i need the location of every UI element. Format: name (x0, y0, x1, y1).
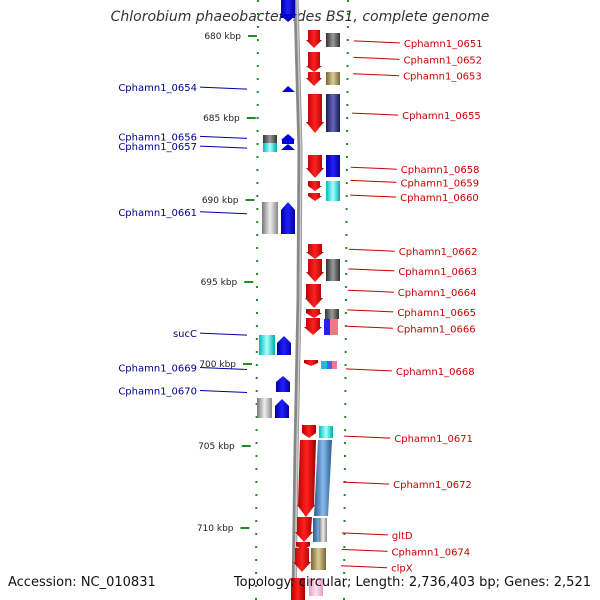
svg-text:Cphamn1_0659: Cphamn1_0659 (400, 178, 479, 189)
forward-features (309, 33, 340, 596)
gene-label-left[interactable]: Cphamn1_0657 (118, 142, 248, 153)
gene-arrow (306, 94, 324, 133)
svg-text:clpX: clpX (391, 564, 413, 575)
svg-text:Cphamn1_0652: Cphamn1_0652 (403, 55, 482, 66)
svg-text:Cphamn1_0671: Cphamn1_0671 (394, 434, 473, 445)
svg-text:Cphamn1_0665: Cphamn1_0665 (397, 308, 476, 319)
gene-label-right[interactable]: Cphamn1_0653 (353, 72, 482, 83)
scale-tick-label: 695 kbp (201, 278, 238, 288)
gene-arrow (308, 193, 322, 201)
gene-label-right[interactable]: Cphamn1_0672 (343, 480, 472, 491)
svg-text:Cphamn1_0656: Cphamn1_0656 (118, 132, 197, 143)
scale-tick: 680 kbp (204, 32, 257, 42)
gene-label-right[interactable]: Cphamn1_0665 (347, 308, 476, 319)
svg-text:Cphamn1_0666: Cphamn1_0666 (397, 324, 476, 335)
svg-text:Cphamn1_0668: Cphamn1_0668 (396, 367, 475, 378)
scale-tick: 710 kbp (197, 524, 250, 534)
scale-tick-label: 700 kbp (199, 360, 236, 370)
scale-tick-label: 705 kbp (198, 442, 235, 452)
gene-label-right[interactable]: Cphamn1_0666 (346, 324, 476, 335)
genome-title: Chlorobium phaeobacteroides BS1, complet… (110, 9, 490, 25)
gene-arrow (305, 284, 323, 308)
svg-text:Cphamn1_0657: Cphamn1_0657 (118, 142, 197, 153)
svg-text:Cphamn1_0663: Cphamn1_0663 (398, 267, 477, 278)
gene-arrow (306, 244, 324, 259)
svg-text:Cphamn1_0674: Cphamn1_0674 (391, 547, 470, 558)
gene-label-right[interactable]: Cphamn1_0658 (350, 165, 480, 176)
gene-arrow (304, 360, 318, 366)
gene-label-left[interactable]: Cphamn1_0656 (118, 132, 248, 143)
svg-text:Cphamn1_0653: Cphamn1_0653 (403, 72, 482, 83)
gene-label-right[interactable]: Cphamn1_0662 (348, 247, 478, 258)
scale-tick: 685 kbp (203, 114, 256, 124)
gene-arrow (295, 517, 313, 542)
gene-label-left[interactable]: Cphamn1_0670 (118, 387, 248, 398)
gene-arrow (304, 318, 322, 335)
scale-tick: 690 kbp (202, 196, 255, 206)
svg-text:Cphamn1_0651: Cphamn1_0651 (404, 39, 483, 50)
gene-label-left[interactable]: Cphamn1_0654 (118, 83, 248, 94)
gene-arrow (308, 181, 322, 191)
scale-tick-label: 680 kbp (204, 32, 241, 42)
svg-text:Cphamn1_0670: Cphamn1_0670 (118, 387, 197, 398)
svg-text:Cphamn1_0672: Cphamn1_0672 (393, 480, 472, 491)
scale-tick-label: 690 kbp (202, 196, 239, 206)
gene-label-right[interactable]: Cphamn1_0668 (345, 367, 475, 378)
gene-label-right[interactable]: Cphamn1_0671 (344, 434, 473, 445)
gene-arrow (291, 578, 305, 600)
scale-tick: 705 kbp (198, 442, 251, 452)
gene-label-right[interactable]: Cphamn1_0651 (353, 39, 483, 50)
genome-backbone (291, 0, 303, 600)
svg-text:Cphamn1_0661: Cphamn1_0661 (118, 208, 197, 219)
scale-tick-label: 685 kbp (203, 114, 240, 124)
gene-label-right[interactable]: Cphamn1_0659 (350, 178, 479, 189)
svg-text:Cphamn1_0654: Cphamn1_0654 (118, 83, 197, 94)
gene-label-right[interactable]: clpX (341, 564, 413, 575)
gene-arrow (306, 72, 322, 86)
forward-genes (291, 30, 324, 600)
scale-tick: 700 kbp (199, 360, 252, 370)
gene-arrow (297, 440, 316, 517)
scale-tick: 695 kbp (201, 278, 254, 288)
gene-label-right[interactable]: Cphamn1_0660 (350, 193, 479, 204)
svg-text:sucC: sucC (173, 329, 197, 340)
svg-text:Cphamn1_0655: Cphamn1_0655 (402, 111, 481, 122)
svg-text:Cphamn1_0660: Cphamn1_0660 (400, 193, 479, 204)
scale-tick-label: 710 kbp (197, 524, 234, 534)
gene-label-right[interactable]: Cphamn1_0664 (347, 288, 477, 299)
gene-arrow (302, 425, 316, 438)
gene-label-right[interactable]: Cphamn1_0655 (352, 111, 481, 122)
gene-label-left[interactable]: Cphamn1_0661 (118, 208, 248, 219)
svg-text:Cphamn1_0658: Cphamn1_0658 (401, 165, 480, 176)
accession-text: Accession: NC_010831 (8, 575, 156, 590)
gene-arrow (293, 548, 311, 572)
gene-arrow (306, 52, 322, 72)
svg-text:Cphamn1_0662: Cphamn1_0662 (399, 247, 478, 258)
gene-label-left[interactable]: sucC (173, 329, 248, 340)
gene-label-right[interactable]: Cphamn1_0663 (348, 267, 477, 278)
gene-arrow (306, 155, 324, 178)
gene-arrow (306, 259, 324, 282)
svg-text:Cphamn1_0669: Cphamn1_0669 (118, 364, 197, 375)
strand-guide-dots (255, 0, 349, 600)
gene-label-left[interactable]: Cphamn1_0669 (118, 364, 248, 375)
gene-arrow (306, 30, 322, 48)
svg-text:Cphamn1_0664: Cphamn1_0664 (398, 288, 477, 299)
clipped-gene-top (279, 0, 297, 22)
gene-arrow (306, 309, 322, 318)
topology-text: Topology: circular; Length: 2,736,403 bp… (233, 575, 591, 590)
svg-text:gltD: gltD (392, 531, 413, 542)
gene-label-right[interactable]: Cphamn1_0674 (341, 547, 470, 558)
reverse-genes (257, 86, 295, 418)
gene-label-right[interactable]: Cphamn1_0652 (353, 55, 482, 66)
genome-backbone-highlight (294, 0, 302, 600)
gene-label-right[interactable]: gltD (341, 531, 413, 542)
